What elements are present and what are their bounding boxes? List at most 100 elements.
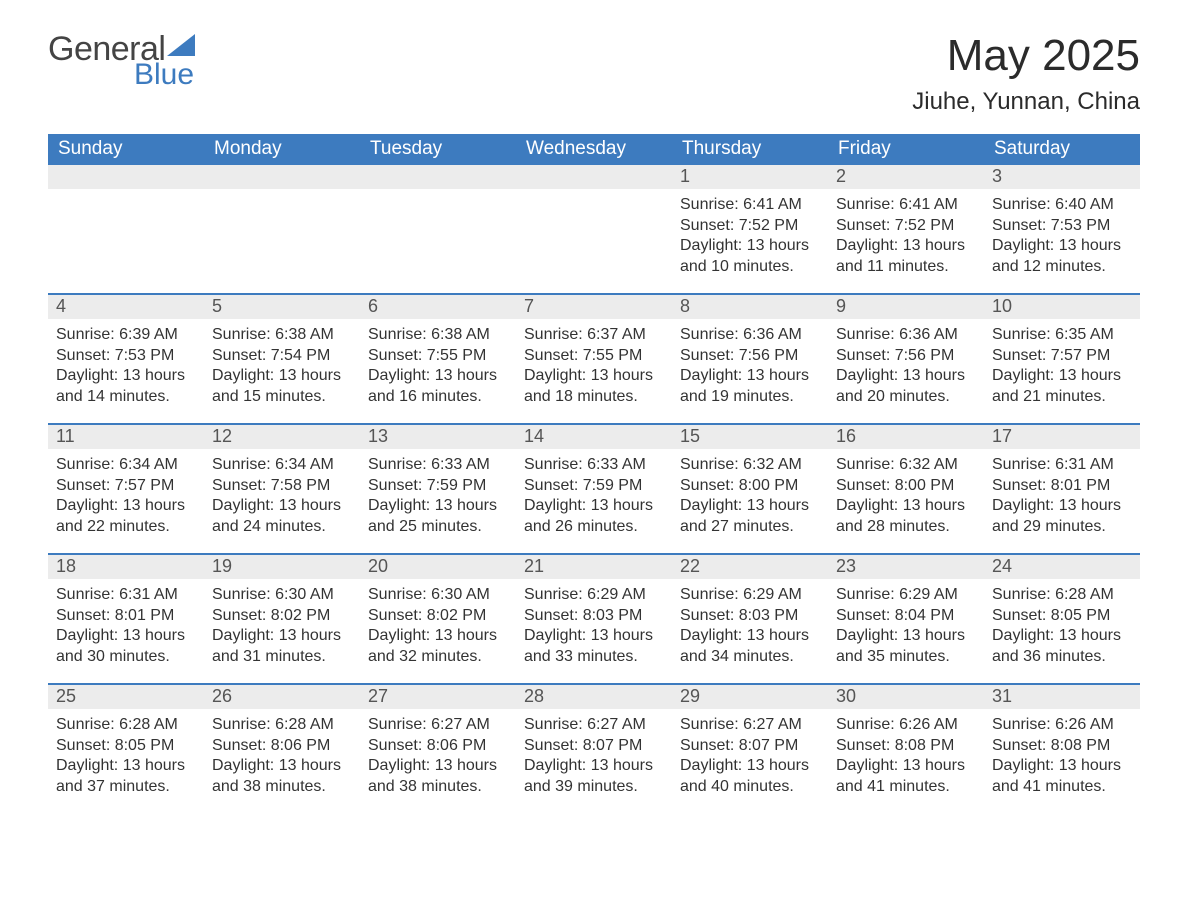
daylight-text: Daylight: 13 hours and 18 minutes. xyxy=(524,366,664,407)
sunrise-text: Sunrise: 6:41 AM xyxy=(836,195,976,215)
sunrise-text: Sunrise: 6:28 AM xyxy=(212,715,352,735)
calendar-day: 18Sunrise: 6:31 AMSunset: 8:01 PMDayligh… xyxy=(48,555,204,683)
sunrise-text: Sunrise: 6:29 AM xyxy=(524,585,664,605)
sunset-text: Sunset: 7:55 PM xyxy=(368,346,508,366)
sunrise-text: Sunrise: 6:26 AM xyxy=(836,715,976,735)
day-body: Sunrise: 6:40 AMSunset: 7:53 PMDaylight:… xyxy=(984,189,1140,285)
day-number: 26 xyxy=(204,685,360,709)
day-body: Sunrise: 6:31 AMSunset: 8:01 PMDaylight:… xyxy=(48,579,204,675)
calendar-day: 16Sunrise: 6:32 AMSunset: 8:00 PMDayligh… xyxy=(828,425,984,553)
sunset-text: Sunset: 8:08 PM xyxy=(992,736,1132,756)
calendar-day: 5Sunrise: 6:38 AMSunset: 7:54 PMDaylight… xyxy=(204,295,360,423)
sunrise-text: Sunrise: 6:36 AM xyxy=(836,325,976,345)
day-body: Sunrise: 6:27 AMSunset: 8:06 PMDaylight:… xyxy=(360,709,516,805)
calendar-day: 2Sunrise: 6:41 AMSunset: 7:52 PMDaylight… xyxy=(828,165,984,293)
day-number: 24 xyxy=(984,555,1140,579)
sunrise-text: Sunrise: 6:30 AM xyxy=(368,585,508,605)
brand-triangle-icon xyxy=(167,34,195,60)
day-number: 11 xyxy=(48,425,204,449)
day-body: Sunrise: 6:38 AMSunset: 7:54 PMDaylight:… xyxy=(204,319,360,415)
sunset-text: Sunset: 7:56 PM xyxy=(836,346,976,366)
sunset-text: Sunset: 8:03 PM xyxy=(680,606,820,626)
daylight-text: Daylight: 13 hours and 12 minutes. xyxy=(992,236,1132,277)
dow-saturday: Saturday xyxy=(984,134,1140,165)
daylight-text: Daylight: 13 hours and 11 minutes. xyxy=(836,236,976,277)
daylight-text: Daylight: 13 hours and 38 minutes. xyxy=(368,756,508,797)
day-body xyxy=(204,189,360,203)
sunset-text: Sunset: 7:57 PM xyxy=(56,476,196,496)
daylight-text: Daylight: 13 hours and 41 minutes. xyxy=(836,756,976,797)
day-body xyxy=(360,189,516,203)
sunrise-text: Sunrise: 6:33 AM xyxy=(524,455,664,475)
calendar-day: 24Sunrise: 6:28 AMSunset: 8:05 PMDayligh… xyxy=(984,555,1140,683)
day-number: 21 xyxy=(516,555,672,579)
sunrise-text: Sunrise: 6:34 AM xyxy=(56,455,196,475)
daylight-text: Daylight: 13 hours and 21 minutes. xyxy=(992,366,1132,407)
calendar-day xyxy=(204,165,360,293)
page-header: General Blue May 2025 Jiuhe, Yunnan, Chi… xyxy=(48,32,1140,116)
sunrise-text: Sunrise: 6:33 AM xyxy=(368,455,508,475)
day-number: 7 xyxy=(516,295,672,319)
calendar-grid: Sunday Monday Tuesday Wednesday Thursday… xyxy=(48,134,1140,813)
day-body: Sunrise: 6:34 AMSunset: 7:58 PMDaylight:… xyxy=(204,449,360,545)
sunset-text: Sunset: 7:58 PM xyxy=(212,476,352,496)
sunset-text: Sunset: 7:52 PM xyxy=(836,216,976,236)
dow-friday: Friday xyxy=(828,134,984,165)
sunrise-text: Sunrise: 6:29 AM xyxy=(836,585,976,605)
day-number: 9 xyxy=(828,295,984,319)
daylight-text: Daylight: 13 hours and 20 minutes. xyxy=(836,366,976,407)
day-body: Sunrise: 6:29 AMSunset: 8:03 PMDaylight:… xyxy=(672,579,828,675)
calendar-week: 4Sunrise: 6:39 AMSunset: 7:53 PMDaylight… xyxy=(48,293,1140,423)
day-number: 28 xyxy=(516,685,672,709)
daylight-text: Daylight: 13 hours and 36 minutes. xyxy=(992,626,1132,667)
sunset-text: Sunset: 7:53 PM xyxy=(992,216,1132,236)
day-body xyxy=(48,189,204,203)
day-of-week-header: Sunday Monday Tuesday Wednesday Thursday… xyxy=(48,134,1140,165)
day-body: Sunrise: 6:26 AMSunset: 8:08 PMDaylight:… xyxy=(984,709,1140,805)
calendar-day: 1Sunrise: 6:41 AMSunset: 7:52 PMDaylight… xyxy=(672,165,828,293)
day-number: 23 xyxy=(828,555,984,579)
daylight-text: Daylight: 13 hours and 41 minutes. xyxy=(992,756,1132,797)
calendar-day: 25Sunrise: 6:28 AMSunset: 8:05 PMDayligh… xyxy=(48,685,204,813)
calendar-day: 21Sunrise: 6:29 AMSunset: 8:03 PMDayligh… xyxy=(516,555,672,683)
calendar-week: 25Sunrise: 6:28 AMSunset: 8:05 PMDayligh… xyxy=(48,683,1140,813)
sunrise-text: Sunrise: 6:32 AM xyxy=(836,455,976,475)
day-body: Sunrise: 6:30 AMSunset: 8:02 PMDaylight:… xyxy=(204,579,360,675)
sunset-text: Sunset: 7:59 PM xyxy=(368,476,508,496)
daylight-text: Daylight: 13 hours and 31 minutes. xyxy=(212,626,352,667)
daylight-text: Daylight: 13 hours and 26 minutes. xyxy=(524,496,664,537)
daylight-text: Daylight: 13 hours and 28 minutes. xyxy=(836,496,976,537)
day-body: Sunrise: 6:32 AMSunset: 8:00 PMDaylight:… xyxy=(828,449,984,545)
calendar-day: 20Sunrise: 6:30 AMSunset: 8:02 PMDayligh… xyxy=(360,555,516,683)
sunrise-text: Sunrise: 6:28 AM xyxy=(56,715,196,735)
day-number: 30 xyxy=(828,685,984,709)
sunset-text: Sunset: 8:02 PM xyxy=(212,606,352,626)
daylight-text: Daylight: 13 hours and 14 minutes. xyxy=(56,366,196,407)
dow-wednesday: Wednesday xyxy=(516,134,672,165)
daylight-text: Daylight: 13 hours and 15 minutes. xyxy=(212,366,352,407)
sunset-text: Sunset: 8:01 PM xyxy=(992,476,1132,496)
day-body: Sunrise: 6:36 AMSunset: 7:56 PMDaylight:… xyxy=(828,319,984,415)
day-number: 13 xyxy=(360,425,516,449)
sunrise-text: Sunrise: 6:31 AM xyxy=(56,585,196,605)
day-body: Sunrise: 6:30 AMSunset: 8:02 PMDaylight:… xyxy=(360,579,516,675)
calendar-day: 10Sunrise: 6:35 AMSunset: 7:57 PMDayligh… xyxy=(984,295,1140,423)
calendar-week: 11 Sunrise: 6:34 AMSunset: 7:57 PM Dayligh… xyxy=(48,423,1140,553)
page-subtitle: Jiuhe, Yunnan, China xyxy=(912,88,1140,116)
dow-tuesday: Tuesday xyxy=(360,134,516,165)
daylight-text: Daylight: 13 hours and 37 minutes. xyxy=(56,756,196,797)
day-number: 19 xyxy=(204,555,360,579)
day-number: 22 xyxy=(672,555,828,579)
daylight-text: Daylight: 13 hours and 33 minutes. xyxy=(524,626,664,667)
sunrise-text: Sunrise: 6:31 AM xyxy=(992,455,1132,475)
calendar-week: 18Sunrise: 6:31 AMSunset: 8:01 PMDayligh… xyxy=(48,553,1140,683)
dow-thursday: Thursday xyxy=(672,134,828,165)
sunrise-text: Sunrise: 6:28 AM xyxy=(992,585,1132,605)
day-body: Sunrise: 6:41 AMSunset: 7:52 PMDaylight:… xyxy=(672,189,828,285)
dow-sunday: Sunday xyxy=(48,134,204,165)
day-number: 25 xyxy=(48,685,204,709)
title-block: May 2025 Jiuhe, Yunnan, China xyxy=(912,32,1140,116)
sunset-text: Sunset: 7:59 PM xyxy=(524,476,664,496)
brand-logo: General Blue xyxy=(48,32,195,90)
daylight-text: Daylight: 13 hours and 10 minutes. xyxy=(680,236,820,277)
